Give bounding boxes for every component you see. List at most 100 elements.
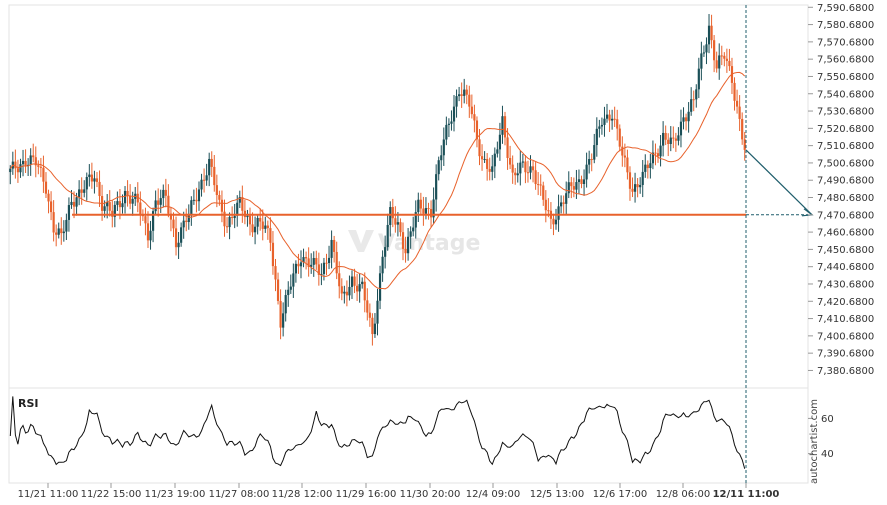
candle-body	[710, 25, 713, 41]
x-tick-label: 11/30 20:00	[400, 489, 461, 500]
candle-body	[126, 190, 129, 196]
candle-body	[636, 184, 639, 188]
candle-body	[241, 197, 244, 211]
candle-body	[9, 168, 12, 173]
candle-body	[707, 25, 711, 45]
candle-body	[113, 204, 116, 217]
candle-body	[322, 262, 326, 275]
candle-body	[174, 228, 178, 248]
candle-body	[700, 53, 703, 69]
candle-body	[552, 218, 555, 225]
candle-body	[251, 224, 254, 233]
candle-body	[83, 189, 86, 193]
candle-body	[144, 216, 147, 224]
candle-body	[187, 213, 190, 223]
candle-body	[389, 207, 392, 225]
candle-body	[519, 162, 522, 174]
candle-body	[90, 174, 93, 182]
candle-body	[664, 132, 667, 140]
x-tick-label: 11/22 15:00	[81, 489, 142, 500]
candle-body	[52, 212, 55, 233]
candle-body	[631, 188, 634, 192]
candle-body	[475, 120, 479, 140]
candle-body	[123, 190, 127, 204]
candle-body	[55, 232, 58, 235]
candle-body	[738, 106, 741, 119]
candle-body	[401, 232, 405, 249]
candle-body	[157, 200, 160, 205]
candle-body	[386, 224, 389, 248]
candle-body	[723, 55, 726, 59]
candle-body	[200, 179, 203, 190]
candle-body	[450, 121, 453, 124]
candle-body	[205, 175, 208, 181]
y-tick-label: 7,560.6800	[817, 55, 874, 66]
candle-body	[743, 139, 746, 150]
candle-body	[491, 166, 494, 172]
candle-body	[264, 225, 267, 229]
candle-body	[669, 137, 672, 144]
candle-body	[376, 300, 379, 324]
candle-body	[335, 251, 338, 274]
candle-body	[455, 96, 458, 107]
candle-body	[531, 166, 535, 171]
candle-body	[93, 178, 96, 182]
candle-body	[613, 118, 616, 120]
candle-body	[42, 167, 45, 182]
candle-body	[447, 123, 451, 125]
candle-body	[24, 160, 27, 167]
candle-body	[162, 189, 165, 199]
x-tick-label: 11/28 12:00	[272, 489, 333, 500]
candle-body	[414, 212, 417, 228]
y-tick-label: 7,520.6800	[817, 124, 874, 135]
candle-body	[715, 60, 718, 69]
candle-body	[560, 202, 563, 207]
x-tick-label: 11/23 19:00	[145, 489, 206, 500]
watermark-mark	[348, 230, 374, 252]
candle-body	[371, 317, 374, 335]
y-tick-label: 7,400.6800	[817, 331, 874, 342]
candle-body	[151, 211, 155, 231]
candle-body	[271, 242, 275, 267]
candle-body	[697, 68, 700, 90]
candle-body	[299, 262, 303, 267]
candle-body	[315, 257, 318, 265]
candle-body	[21, 160, 25, 165]
candle-body	[208, 158, 211, 176]
candle-body	[350, 276, 354, 287]
candle-body	[667, 139, 670, 144]
x-tick-label: 12/5 13:00	[530, 489, 584, 500]
candle-body	[473, 114, 476, 121]
candle-body	[618, 128, 621, 147]
watermark-logo: Vantage	[348, 230, 480, 256]
candle-body	[29, 155, 32, 165]
candle-body	[294, 263, 297, 274]
candle-body	[465, 89, 468, 95]
candle-body	[210, 158, 213, 167]
candle-body	[44, 181, 48, 194]
candle-body	[470, 106, 473, 115]
candle-body	[14, 161, 17, 169]
candle-body	[419, 199, 422, 209]
candle-body	[608, 114, 611, 121]
rsi-tick-label: 40	[821, 449, 834, 460]
candle-body	[274, 266, 277, 280]
candle-body	[695, 89, 698, 100]
candle-body	[358, 284, 361, 292]
candle-body	[588, 159, 591, 165]
candle-body	[180, 227, 183, 243]
candle-body	[407, 236, 410, 254]
candle-body	[75, 197, 78, 207]
candle-body	[190, 200, 193, 214]
candle-body	[34, 157, 37, 166]
candle-body	[674, 138, 677, 141]
candle-body	[570, 182, 573, 187]
candle-body	[297, 263, 300, 267]
candle-body	[228, 216, 231, 228]
candle-body	[662, 132, 665, 146]
candle-body	[177, 242, 180, 248]
candle-body	[595, 128, 598, 146]
candle-body	[440, 155, 443, 161]
candle-body	[404, 248, 407, 254]
